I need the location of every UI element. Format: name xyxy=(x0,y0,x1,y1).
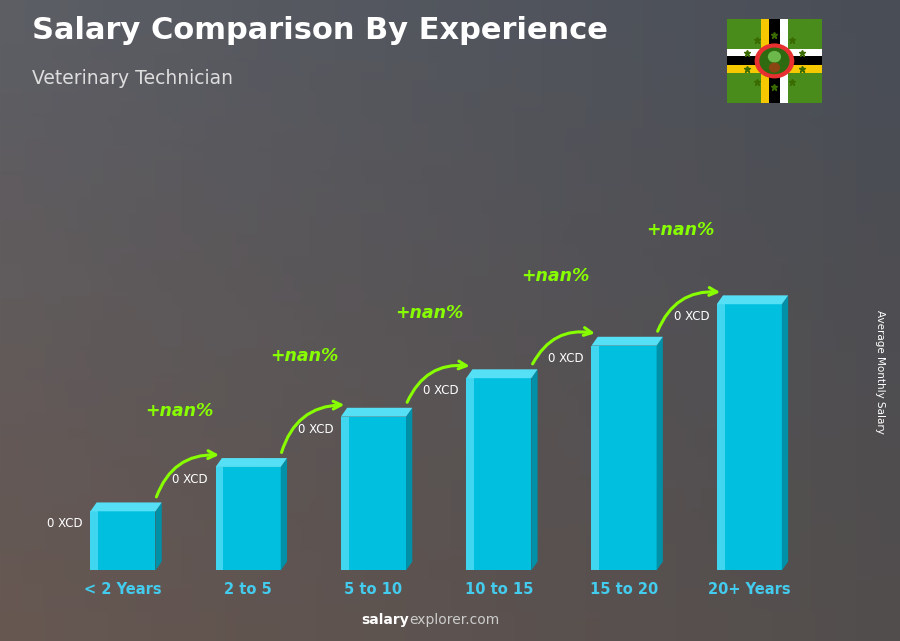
Bar xyxy=(716,304,782,570)
Text: +nan%: +nan% xyxy=(270,347,338,365)
Bar xyxy=(727,49,822,56)
Polygon shape xyxy=(281,458,287,570)
Bar xyxy=(770,19,779,103)
Text: explorer.com: explorer.com xyxy=(410,613,500,627)
Text: Salary Comparison By Experience: Salary Comparison By Experience xyxy=(32,16,608,45)
Polygon shape xyxy=(782,296,788,570)
Polygon shape xyxy=(716,296,788,304)
Polygon shape xyxy=(466,369,537,378)
Bar xyxy=(727,56,822,65)
Circle shape xyxy=(768,51,781,63)
Bar xyxy=(716,304,725,570)
Bar xyxy=(466,378,474,570)
Bar xyxy=(779,19,788,103)
Bar xyxy=(341,417,406,570)
Bar xyxy=(761,19,770,103)
Polygon shape xyxy=(156,503,162,570)
Text: Average Monthly Salary: Average Monthly Salary xyxy=(875,310,886,434)
Circle shape xyxy=(754,44,795,78)
Bar xyxy=(90,512,98,570)
Polygon shape xyxy=(657,337,663,570)
Polygon shape xyxy=(216,458,287,467)
Polygon shape xyxy=(531,369,537,570)
Polygon shape xyxy=(341,408,412,417)
Circle shape xyxy=(760,47,789,74)
Text: 0 XCD: 0 XCD xyxy=(47,517,83,530)
Text: +nan%: +nan% xyxy=(646,221,715,239)
Bar xyxy=(216,467,281,570)
Text: +nan%: +nan% xyxy=(521,267,590,285)
Bar xyxy=(341,417,348,570)
Text: salary: salary xyxy=(362,613,410,627)
Text: 0 XCD: 0 XCD xyxy=(673,310,709,323)
Bar xyxy=(591,345,657,570)
Polygon shape xyxy=(90,503,162,512)
Bar xyxy=(727,65,822,72)
Bar xyxy=(90,512,156,570)
Bar xyxy=(216,467,223,570)
Circle shape xyxy=(769,63,780,72)
Text: 0 XCD: 0 XCD xyxy=(298,422,333,436)
Text: +nan%: +nan% xyxy=(396,304,464,322)
Bar xyxy=(466,378,531,570)
Bar xyxy=(591,345,599,570)
Polygon shape xyxy=(591,337,663,345)
Text: 0 XCD: 0 XCD xyxy=(548,351,584,365)
Polygon shape xyxy=(406,408,412,570)
Text: 0 XCD: 0 XCD xyxy=(173,473,208,486)
Text: 0 XCD: 0 XCD xyxy=(423,384,459,397)
Text: Veterinary Technician: Veterinary Technician xyxy=(32,69,232,88)
Text: +nan%: +nan% xyxy=(145,402,213,420)
